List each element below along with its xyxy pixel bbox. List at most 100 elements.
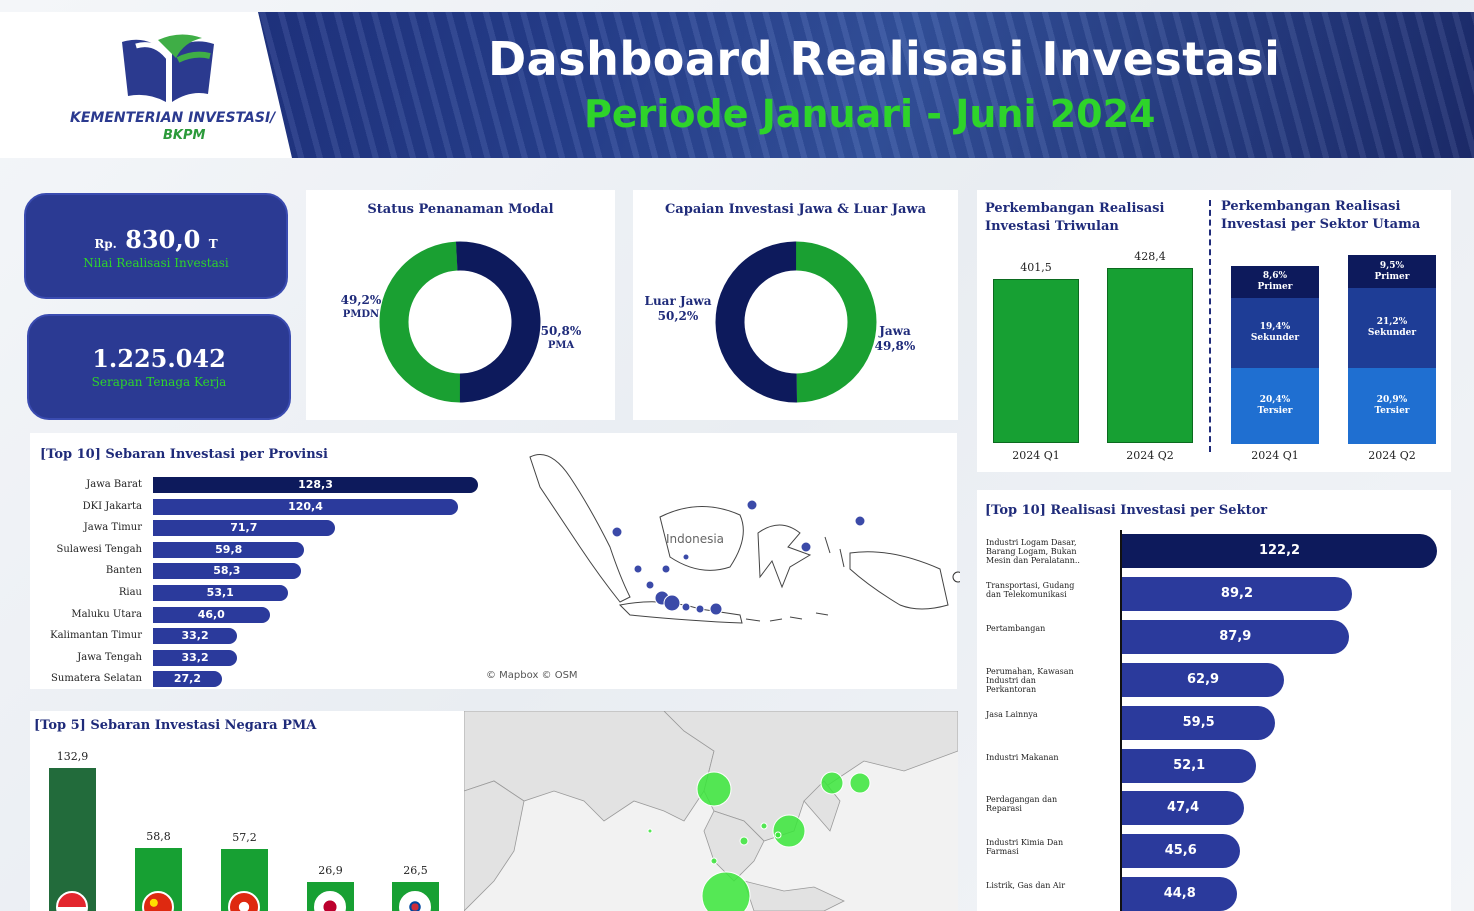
sektor-bar-label: Listrik, Gas dan Air [986, 881, 1066, 891]
sektor-title: [Top 10] Realisasi Investasi per Sektor [985, 503, 1268, 518]
pmdn-pct: 49,2% [340, 293, 382, 307]
pma-pct: 50,8% [540, 324, 582, 338]
negara-bar-value: 57,2 [232, 831, 257, 845]
country-flag-icon [56, 891, 88, 911]
country-markers[interactable] [647, 771, 871, 911]
provinsi-bar-label: Riau [118, 587, 142, 598]
country-flag-icon [142, 891, 174, 911]
provinsi-bar-label: Jawa Barat [86, 479, 142, 490]
stack-segment-tersier[interactable]: 20,4% Tersier [1231, 368, 1319, 444]
sektor-bar[interactable]: 89,2 [1122, 576, 1352, 611]
sektor-bar[interactable]: 87,9 [1122, 619, 1349, 654]
luar-jawa-label: Luar Jawa [644, 294, 712, 308]
country-flag-icon [399, 891, 431, 911]
page-subtitle: Periode Januari - Juni 2024 [584, 92, 1156, 136]
provinsi-bar-label: DKI Jakarta [82, 500, 142, 512]
provinsi-bar-label: Banten [105, 565, 142, 577]
logo-panel: KEMENTERIAN INVESTASI/ BKPM [0, 12, 292, 158]
provinsi-bar[interactable]: 128,3 [153, 477, 478, 493]
triwulan-bar-category: 2024 Q2 [1126, 449, 1174, 462]
stack-segment-pct: 21,2% [1376, 317, 1408, 327]
provinsi-bar-label: Jawa Timur [83, 522, 142, 534]
provinsi-bar[interactable]: 27,2 [153, 671, 222, 688]
provinsi-bar-label: Sulawesi Tengah [56, 543, 143, 555]
provinsi-bar[interactable]: 59,8 [153, 541, 305, 558]
kpi-labor-card[interactable]: 1.225.042 Serapan Tenaga Kerja [27, 314, 291, 420]
sektor-bar[interactable]: 52,1 [1122, 748, 1257, 783]
sektor-bar[interactable]: 47,4 [1122, 791, 1245, 826]
pmdn-label: PMDN [342, 309, 380, 320]
provinsi-bar[interactable]: 46,0 [153, 606, 270, 623]
map-country-label: Indonesia [666, 532, 724, 546]
triwulan-card: Perkembangan Realisasi Investasi Triwula… [977, 190, 1451, 472]
province-marker-papua[interactable] [952, 571, 960, 583]
stack-segment-name: Sekunder [1250, 333, 1300, 343]
provinsi-bar-label: Jawa Tengah [77, 651, 142, 663]
negara-bar-value: 26,9 [318, 864, 343, 878]
sektor-card: [Top 10] Realisasi Investasi per Sektor … [977, 490, 1451, 911]
stack-segment-pct: 20,9% [1376, 395, 1408, 405]
chart-divider [1209, 200, 1211, 452]
provinsi-bar[interactable]: 33,2 [153, 628, 238, 645]
sektor-utama-title: Perkembangan Realisasi Investasi per Sek… [1221, 199, 1421, 232]
stack-segment-pct: 8,6% [1262, 271, 1288, 281]
negara-bar-value: 58,8 [146, 829, 171, 843]
provinsi-bar[interactable]: 58,3 [153, 563, 301, 580]
donut-pma-slice[interactable] [379, 241, 541, 403]
stack-segment-sekunder[interactable]: 21,2% Sekunder [1348, 288, 1436, 368]
province-markers[interactable] [611, 499, 866, 616]
sektor-bar[interactable]: 62,9 [1122, 662, 1285, 697]
triwulan-bar[interactable] [1107, 267, 1193, 443]
logo-text: KEMENTERIAN INVESTASI/ [70, 110, 276, 126]
jawa-pct: 49,8% [874, 339, 916, 353]
pma-label: PMA [547, 340, 575, 351]
stack-segment-primer[interactable]: 9,5% Primer [1348, 255, 1436, 288]
sektor-bar-label: Jasa Lainnya [986, 709, 1038, 719]
sektor-bar-label: Perumahan, Kawasan Industri dan Perkanto… [986, 666, 1074, 694]
provinsi-bar[interactable]: 33,2 [153, 649, 238, 666]
sektor-bar[interactable]: 59,5 [1122, 705, 1276, 740]
triwulan-bar[interactable] [993, 278, 1079, 443]
stack-segment-primer[interactable]: 8,6% Primer [1231, 266, 1319, 298]
sektor-bar[interactable]: 44,8 [1122, 877, 1238, 911]
stack-segment-tersier[interactable]: 20,9% Tersier [1348, 368, 1436, 444]
status-modal-title: Status Penanaman Modal [367, 202, 554, 217]
sektor-bar[interactable]: 45,6 [1122, 834, 1240, 869]
provinsi-bar-label: Kalimantan Timur [50, 630, 142, 642]
sektor-bar-label: Perdagangan dan Reparasi [986, 795, 1058, 814]
sektor-bar-label: Industri Makanan [986, 752, 1059, 762]
map-credit: © Mapbox © OSM [486, 670, 578, 681]
sektor-bar[interactable]: 122,2 [1122, 534, 1437, 568]
provinsi-bar-label: Maluku Utara [71, 608, 142, 620]
provinsi-bar[interactable]: 120,4 [153, 498, 458, 515]
jawa-title: Capaian Investasi Jawa & Luar Jawa [664, 202, 927, 217]
kpi-investment-card[interactable]: Rp. 830,0 T Nilai Realisasi Investasi [24, 193, 288, 299]
triwulan-bar-value: 401,5 [1020, 260, 1052, 274]
kpi-investment-value: Rp. 830,0 T [94, 225, 218, 254]
jawa-label: Jawa [879, 324, 911, 338]
status-modal-card: Status Penanaman Modal 49,2% PMDN 50,8% … [306, 190, 615, 420]
kpi-labor-value: 1.225.042 [92, 344, 226, 373]
luar-jawa-pct: 50,2% [657, 309, 699, 323]
ministry-logo-icon [122, 34, 214, 102]
logo-subtext: BKPM [163, 128, 206, 143]
provinsi-card: [Top 10] Sebaran Investasi per Provinsi … [30, 433, 960, 689]
country-flag-icon [228, 891, 260, 911]
negara-card: [Top 5] Sebaran Investasi Negara PMA 132… [30, 711, 958, 911]
negara-bar-value: 26,5 [403, 864, 428, 878]
stack-segment-name: Sekunder [1367, 328, 1417, 338]
sektor-bar-label: Industri Kimia Dan Farmasi [986, 838, 1064, 857]
stack-segment-pct: 9,5% [1379, 260, 1405, 271]
status-modal-donut [379, 241, 541, 403]
sektor-bar-label: Industri Logam Dasar, Barang Logam, Buka… [986, 538, 1080, 565]
indonesia-map[interactable]: Indonesia [520, 437, 960, 677]
provinsi-bar[interactable]: 71,7 [153, 520, 335, 537]
stack-segment-name: Primer [1257, 282, 1293, 292]
provinsi-bar[interactable]: 53,1 [153, 585, 288, 601]
world-map[interactable] [464, 711, 958, 911]
stack-segment-sekunder[interactable]: 19,4% Sekunder [1231, 298, 1319, 368]
donut-luar-jawa-slice[interactable] [715, 241, 877, 403]
stack-bar-category: 2024 Q1 [1251, 449, 1299, 462]
negara-bar[interactable] [49, 768, 96, 911]
